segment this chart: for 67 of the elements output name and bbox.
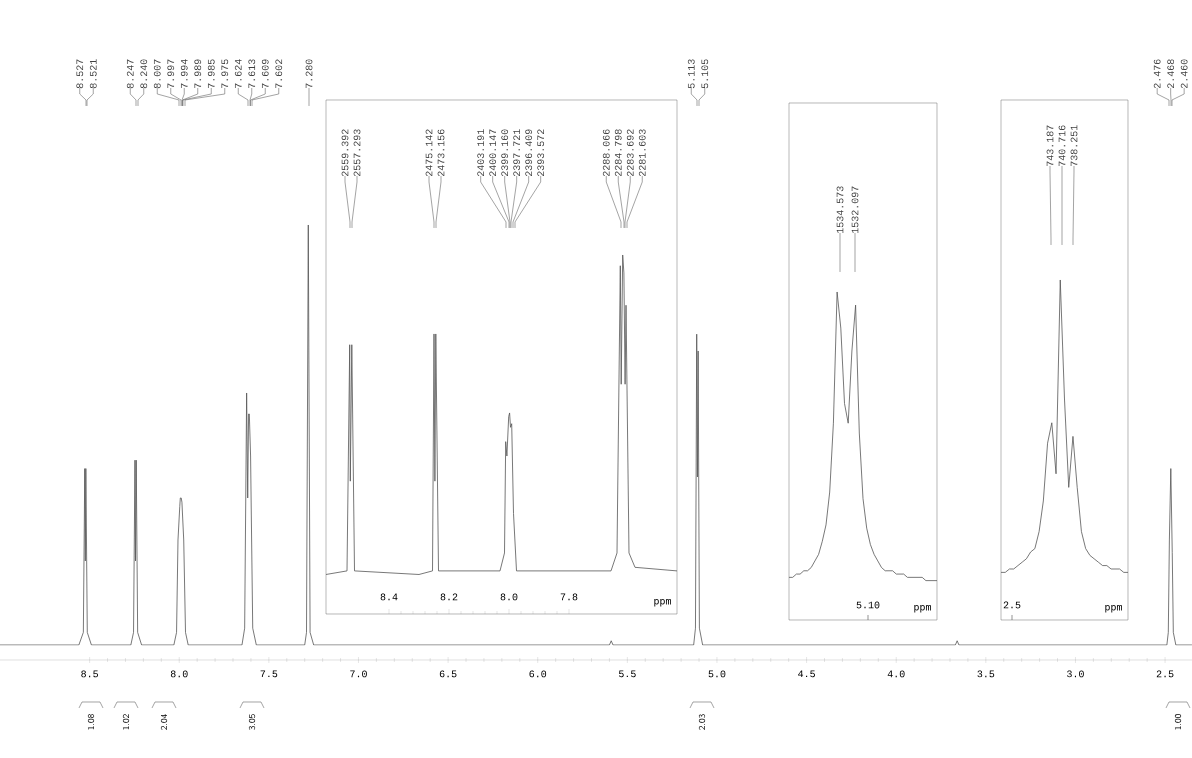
x-tick-label: 7.5 — [260, 670, 278, 678]
text: 8.527 — [76, 59, 84, 89]
text: 2397.721 — [513, 129, 521, 177]
text: 2400.147 — [489, 129, 497, 177]
text: 2473.156 — [437, 129, 445, 177]
text: 2288.066 — [602, 129, 610, 177]
text: 7.624 — [234, 59, 242, 89]
text: 8.240 — [140, 59, 148, 89]
x-tick-label: 2.5 — [1156, 670, 1174, 678]
text: 1.02 — [122, 714, 130, 730]
text: 743.187 — [1046, 125, 1054, 167]
x-tick-label: 5.0 — [708, 670, 726, 678]
text: 1.00 — [1174, 714, 1182, 730]
text: 7.613 — [248, 59, 256, 89]
text: 7.994 — [180, 59, 188, 89]
x-tick-label: 8.4 — [380, 593, 398, 601]
text: 2281.603 — [638, 129, 646, 177]
x-tick-label: 4.0 — [887, 670, 905, 678]
annotation: 2.5 — [1003, 601, 1021, 609]
text: 8.521 — [89, 59, 97, 89]
text: 7.985 — [207, 59, 215, 89]
text: 1.08 — [87, 714, 95, 730]
text: 5.105 — [701, 59, 709, 89]
x-tick-label: 6.5 — [439, 670, 457, 678]
annotation: 1532.097 — [851, 186, 859, 234]
x-tick-label: 8.5 — [81, 670, 98, 678]
x-axis-title: ppm — [654, 598, 671, 607]
text: 8.007 — [153, 59, 161, 89]
annotation: 5.10 — [856, 601, 880, 609]
x-tick-label: 3.5 — [977, 670, 995, 678]
annotation: 1534.573 — [836, 186, 844, 234]
x-tick-label: 4.5 — [798, 670, 815, 678]
text: 2557.293 — [353, 129, 361, 177]
text: 738.251 — [1070, 125, 1078, 167]
text: 5.113 — [687, 59, 695, 89]
text: 7.609 — [261, 59, 269, 89]
text: 2393.572 — [537, 129, 545, 177]
text: 2.04 — [160, 714, 168, 730]
text: 2.460 — [1180, 59, 1188, 89]
x-axis-title: ppm — [1105, 604, 1122, 613]
text: 2.468 — [1167, 59, 1175, 89]
text: 7.602 — [275, 59, 283, 89]
x-tick-label: 8.2 — [440, 593, 458, 601]
text: 2.476 — [1153, 59, 1161, 89]
text: 2283.692 — [626, 129, 634, 177]
text: 7.989 — [194, 59, 202, 89]
text: 2475.142 — [425, 129, 433, 177]
text: 3.05 — [248, 714, 256, 730]
text: 7.280 — [305, 59, 313, 89]
x-tick-label: 7.0 — [350, 670, 367, 678]
x-tick-label: 8.0 — [500, 593, 518, 601]
text: 2284.798 — [614, 129, 622, 177]
text: 2403.191 — [477, 129, 485, 177]
text: 740.716 — [1058, 125, 1066, 167]
x-axis-title: ppm — [914, 604, 931, 613]
text: 8.247 — [126, 59, 134, 89]
x-tick-label: 7.8 — [560, 593, 578, 601]
x-tick-label: 3.0 — [1067, 670, 1084, 678]
text: 2.03 — [698, 714, 706, 730]
x-tick-label: 6.0 — [529, 670, 547, 678]
text: 2399.160 — [501, 129, 509, 177]
x-tick-label: 5.5 — [618, 670, 636, 678]
text: 2396.409 — [525, 129, 533, 177]
text: 2559.392 — [341, 129, 349, 177]
x-tick-label: 8.0 — [170, 670, 188, 678]
text: 7.975 — [221, 59, 229, 89]
text: 7.997 — [167, 59, 175, 89]
